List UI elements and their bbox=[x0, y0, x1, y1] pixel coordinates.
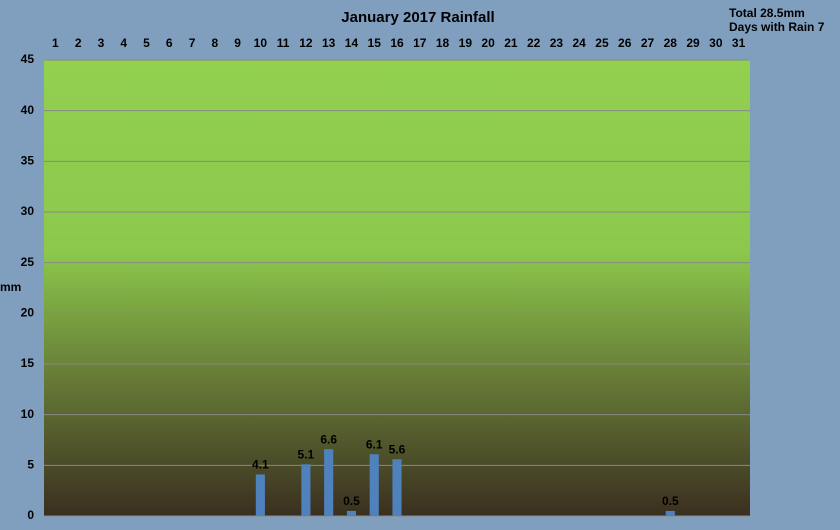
y-tick-label: 45 bbox=[21, 52, 35, 66]
y-tick-label: 20 bbox=[21, 306, 35, 320]
y-tick-label: 30 bbox=[21, 204, 35, 218]
x-tick-label: 3 bbox=[98, 36, 105, 50]
x-tick-label: 30 bbox=[709, 36, 723, 50]
x-tick-label: 12 bbox=[299, 36, 313, 50]
x-tick-label: 23 bbox=[550, 36, 564, 50]
annotation: Total 28.5mm bbox=[729, 6, 805, 20]
x-tick-label: 20 bbox=[481, 36, 495, 50]
x-tick-label: 10 bbox=[254, 36, 268, 50]
annotation: Days with Rain 7 bbox=[729, 20, 825, 34]
x-tick-label: 7 bbox=[189, 36, 196, 50]
data-label: 5.1 bbox=[298, 447, 315, 461]
x-tick-label: 6 bbox=[166, 36, 173, 50]
x-tick-label: 8 bbox=[211, 36, 218, 50]
x-tick-label: 28 bbox=[664, 36, 678, 50]
x-tick-label: 14 bbox=[345, 36, 359, 50]
x-tick-label: 1 bbox=[52, 36, 59, 50]
data-label: 5.6 bbox=[389, 442, 406, 456]
chart-title: January 2017 Rainfall bbox=[341, 9, 494, 26]
y-tick-label: 5 bbox=[27, 458, 34, 472]
y-tick-label: 40 bbox=[21, 103, 35, 117]
bar bbox=[301, 464, 311, 516]
x-tick-label: 11 bbox=[277, 36, 290, 50]
x-tick-label: 25 bbox=[595, 36, 609, 50]
bar bbox=[346, 510, 357, 516]
x-tick-label: 24 bbox=[573, 36, 587, 50]
bar bbox=[369, 454, 379, 516]
x-tick-label: 13 bbox=[322, 36, 336, 50]
bar bbox=[665, 510, 675, 516]
data-label: 6.1 bbox=[366, 437, 383, 451]
x-tick-label: 26 bbox=[618, 36, 632, 50]
bar bbox=[324, 449, 334, 516]
y-tick-label: 0 bbox=[27, 508, 34, 522]
x-tick-label: 19 bbox=[459, 36, 473, 50]
y-axis-label: mm bbox=[0, 280, 21, 294]
plot-area bbox=[44, 60, 750, 516]
x-tick-label: 4 bbox=[120, 36, 127, 50]
x-tick-label: 22 bbox=[527, 36, 541, 50]
x-tick-label: 16 bbox=[390, 36, 404, 50]
x-tick-label: 29 bbox=[686, 36, 700, 50]
data-label: 4.1 bbox=[252, 458, 269, 472]
x-tick-label: 15 bbox=[368, 36, 382, 50]
x-tick-label: 21 bbox=[504, 36, 518, 50]
x-tick-label: 27 bbox=[641, 36, 655, 50]
y-tick-label: 10 bbox=[21, 407, 35, 421]
y-tick-label: 35 bbox=[21, 154, 35, 168]
data-label: 6.6 bbox=[320, 432, 337, 446]
data-label: 0.5 bbox=[662, 494, 679, 508]
x-tick-label: 18 bbox=[436, 36, 450, 50]
x-tick-label: 2 bbox=[75, 36, 82, 50]
x-tick-label: 5 bbox=[143, 36, 150, 50]
y-tick-label: 25 bbox=[21, 255, 35, 269]
x-tick-label: 17 bbox=[413, 36, 427, 50]
bar bbox=[392, 459, 402, 516]
x-tick-label: 31 bbox=[732, 36, 746, 50]
bar bbox=[255, 474, 265, 516]
x-tick-label: 9 bbox=[234, 36, 241, 50]
data-label: 0.5 bbox=[343, 494, 360, 508]
y-tick-label: 15 bbox=[21, 356, 35, 370]
